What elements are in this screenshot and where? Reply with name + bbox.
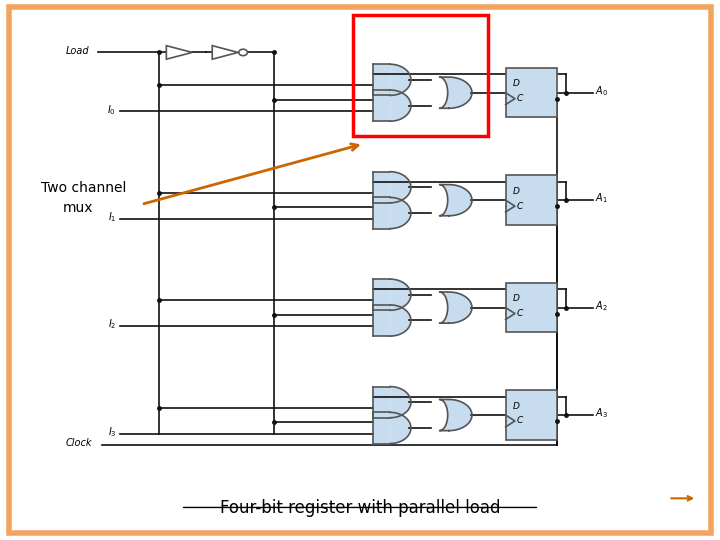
Bar [373,172,390,203]
Bar [373,90,390,121]
Text: Four-bit register with parallel load: Four-bit register with parallel load [220,499,500,517]
Wedge shape [390,172,411,203]
Bar [373,279,390,310]
Wedge shape [390,198,411,228]
Text: Load: Load [66,46,89,56]
Text: $I_3$: $I_3$ [107,425,116,439]
Text: Two channel: Two channel [41,181,126,195]
Polygon shape [439,185,472,216]
Text: C: C [516,309,523,318]
Text: C: C [516,94,523,103]
Polygon shape [166,46,192,59]
Text: $A_0$: $A_0$ [595,84,608,98]
Wedge shape [390,64,411,96]
Text: D: D [513,294,520,303]
Bar [505,68,557,117]
Text: Clock: Clock [66,438,92,448]
Text: $I_0$: $I_0$ [107,103,116,117]
Bar [373,198,390,228]
Text: D: D [513,79,520,89]
Text: D: D [513,187,520,196]
Text: mux: mux [63,201,93,215]
Polygon shape [439,400,472,430]
Bar [505,283,557,332]
Polygon shape [439,292,472,323]
Bar [505,390,557,440]
Polygon shape [439,77,472,109]
Bar [373,64,390,96]
Wedge shape [390,387,411,418]
Wedge shape [390,305,411,336]
Text: $A_3$: $A_3$ [595,407,608,420]
Text: $A_1$: $A_1$ [595,192,608,205]
Wedge shape [390,413,411,443]
Text: $I_2$: $I_2$ [108,318,116,332]
Bar [505,176,557,225]
Text: D: D [513,402,520,410]
Wedge shape [390,279,411,310]
Text: $A_2$: $A_2$ [595,299,608,313]
Bar [373,387,390,418]
Bar [373,413,390,443]
Bar [373,305,390,336]
Text: $I_1$: $I_1$ [108,210,116,224]
Polygon shape [212,46,238,59]
Circle shape [239,49,248,56]
Text: C: C [516,416,523,426]
Wedge shape [390,90,411,121]
Text: C: C [516,201,523,211]
